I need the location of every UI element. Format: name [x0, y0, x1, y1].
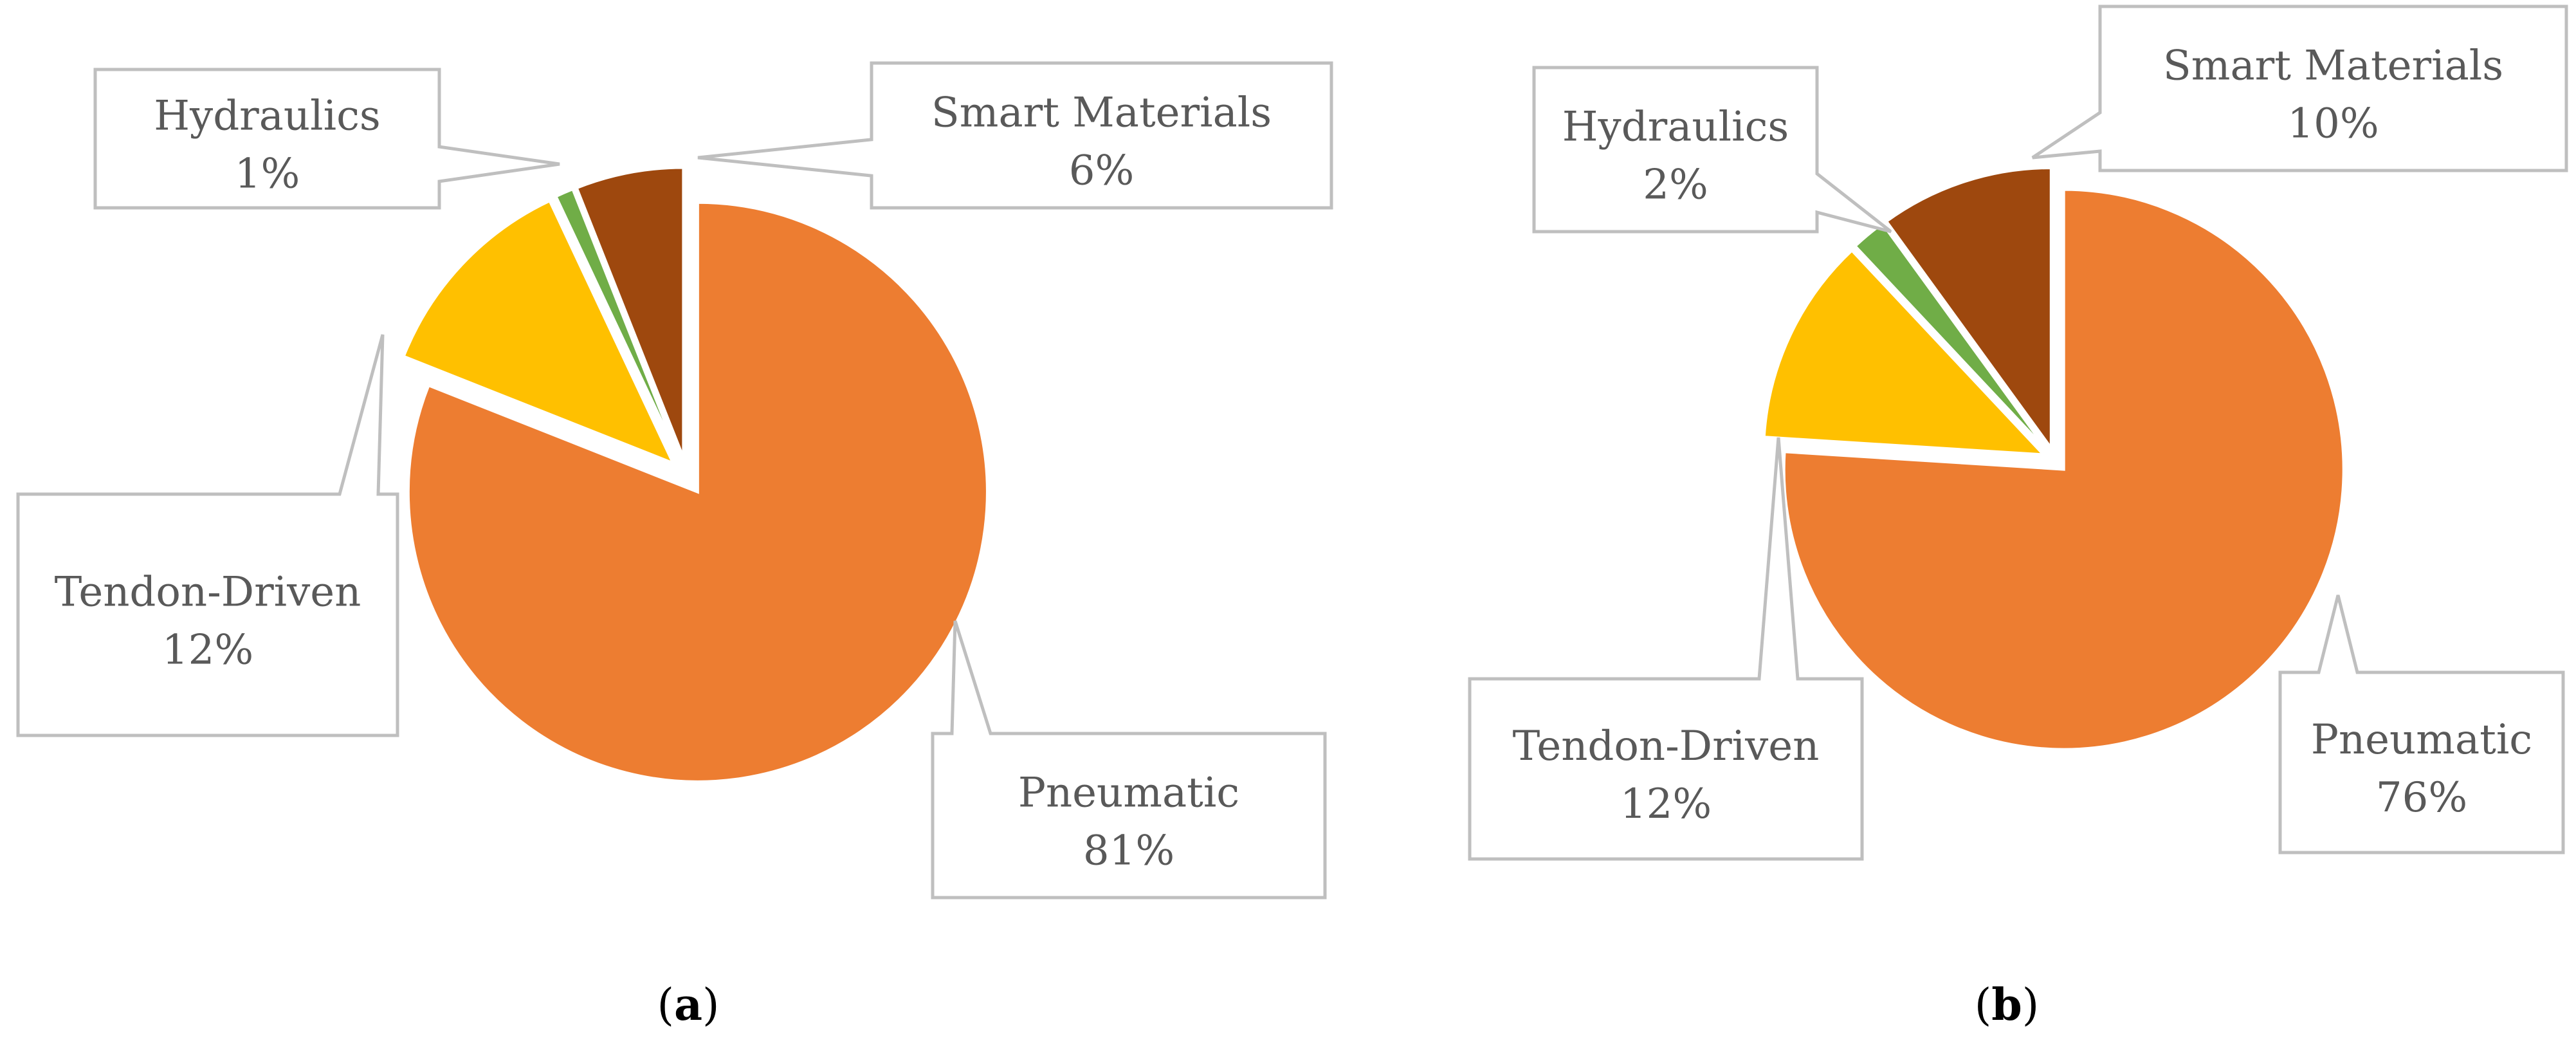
callout-box-tendon-driven	[1468, 437, 1864, 861]
callout-percent-label: 2%	[1643, 162, 1708, 209]
callout-box-pneumatic	[2278, 595, 2565, 854]
slice-pneumatic	[406, 201, 989, 783]
pie-chart-b: Pneumatic 76% Tendon-Driven 12% Hydraulics 2%…	[1468, 5, 2568, 861]
callout-percent-label: 81%	[1083, 827, 1174, 875]
callout-percent-label: 12%	[162, 627, 253, 674]
slice-hydraulics	[554, 187, 681, 459]
slice-tendon-driven	[402, 199, 676, 466]
callout-box-pneumatic	[931, 620, 1327, 900]
callout-category-label: Tendon-Driven	[1513, 723, 1820, 770]
slice-smart-materials	[1885, 166, 2052, 452]
slice-smart-materials	[575, 166, 685, 458]
callout-box-hydraulics	[1532, 66, 1892, 234]
callout-percent-label: 12%	[1620, 780, 1712, 828]
callout-box-hydraulics	[93, 68, 560, 210]
callout-box-smart-materials	[697, 61, 1333, 210]
callout-category-label: Hydraulics	[154, 93, 381, 140]
slice-tendon-driven	[1762, 248, 2047, 456]
slice-pneumatic	[1782, 188, 2345, 751]
callout-category-label: Pneumatic	[2311, 716, 2532, 764]
callout-category-label: Tendon-Driven	[55, 569, 361, 616]
callout-category-label: Smart Materials	[931, 89, 1272, 137]
callout-percent-label: 76%	[2376, 774, 2467, 822]
callout-percent-label: 10%	[2287, 100, 2379, 148]
callout-box-tendon-driven	[16, 334, 399, 737]
callout-category-label: Pneumatic	[1018, 770, 1239, 817]
callout-category-label: Smart Materials	[2163, 42, 2503, 90]
callout-percent-label: 6%	[1069, 147, 1135, 195]
callout-percent-label: 1%	[235, 151, 300, 198]
panel-caption-b: (b)	[1975, 979, 2040, 1031]
panel-caption-a: (a)	[657, 979, 719, 1031]
callout-box-smart-materials	[2031, 5, 2568, 172]
pie-chart-a: Pneumatic 81% Tendon-Driven 12% Hydraulics 1%…	[16, 61, 1333, 900]
callout-category-label: Hydraulics	[1562, 104, 1789, 151]
